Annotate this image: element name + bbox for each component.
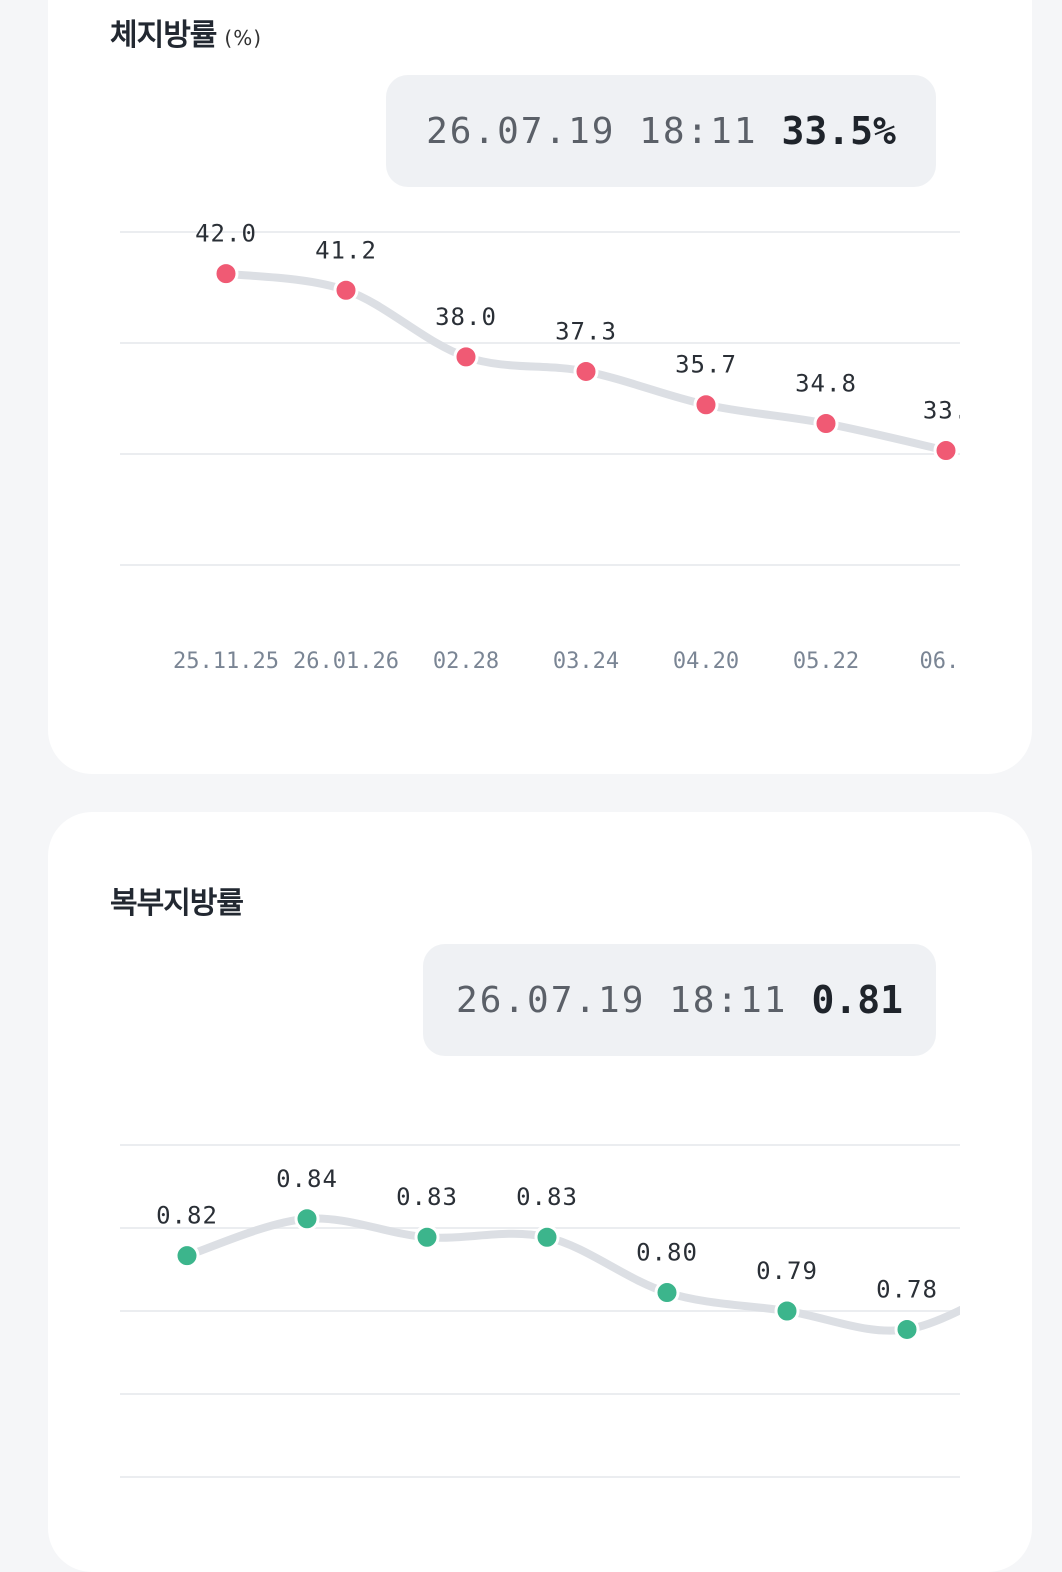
- body-fat-data-point[interactable]: [333, 277, 359, 303]
- abdominal-data-point[interactable]: [174, 1243, 200, 1269]
- body-fat-latest-pill[interactable]: 26.07.19 18:11 33.5%: [386, 75, 936, 187]
- abdominal-fat-title: 복부지방률: [110, 886, 244, 921]
- abdominal-latest-pill[interactable]: 26.07.19 18:11 0.81: [423, 944, 936, 1056]
- abdominal-plot-area: 0.82 0.84 0.83 0.83 0.80 0.79 0.78: [156, 1165, 1038, 1342]
- abdominal-data-label: 0.79: [756, 1257, 818, 1285]
- abdominal-data-label: 0.84: [276, 1165, 338, 1193]
- abdominal-latest-value: 0.81: [811, 978, 903, 1022]
- abdominal-data-label: 0.83: [516, 1183, 578, 1211]
- body-fat-x-tick-label: 04.20: [673, 649, 739, 674]
- body-fat-x-tick-label: 26.01.26: [293, 649, 399, 674]
- body-fat-data-label: 37.3: [555, 317, 617, 345]
- body-fat-data-point[interactable]: [573, 358, 599, 384]
- body-fat-data-label: 34.8: [795, 369, 857, 397]
- body-fat-card: 체지방률 (%) 26.07.19 18:11 33.5% 42.0 41.2 38.…: [48, 0, 1032, 774]
- body-fat-data-label: 33.: [923, 397, 969, 425]
- body-fat-latest-value: 33.5%: [781, 109, 896, 153]
- body-fat-data-point[interactable]: [933, 438, 959, 464]
- abdominal-data-point[interactable]: [894, 1316, 920, 1342]
- body-fat-data-label: 41.2: [315, 236, 377, 264]
- body-fat-title: 체지방률 (%): [110, 18, 263, 53]
- body-fat-data-point[interactable]: [693, 392, 719, 418]
- body-fat-data-point[interactable]: [453, 344, 479, 370]
- abdominal-series-line: [183, 1214, 960, 1335]
- body-fat-data-label: 38.0: [435, 303, 497, 331]
- abdominal-data-point[interactable]: [1016, 1263, 1038, 1285]
- abdominal-data-point[interactable]: [294, 1206, 320, 1232]
- abdominal-data-point[interactable]: [774, 1298, 800, 1324]
- abdominal-fat-card: 복부지방률 26.07.19 18:11 0.81 0.82 0.84 0.83 0.…: [48, 812, 1032, 1572]
- body-fat-unit: (%): [224, 26, 263, 50]
- body-fat-x-tick-label: 06.2: [920, 649, 973, 674]
- abdominal-data-point[interactable]: [414, 1224, 440, 1250]
- body-fat-x-tick-label: 03.24: [553, 649, 619, 674]
- abdominal-data-point[interactable]: [534, 1224, 560, 1250]
- body-fat-data-point[interactable]: [213, 261, 239, 287]
- body-fat-x-tick-label: 05.22: [793, 649, 859, 674]
- body-fat-chart[interactable]: 42.0 41.2 38.0 37.3 35.7 34.8 33. 25.11.25 26.01…: [48, 0, 1032, 720]
- abdominal-data-label: 0.78: [876, 1275, 938, 1303]
- body-fat-data-label: 35.7: [675, 351, 737, 379]
- body-fat-x-tick-label: 25.11.25: [173, 649, 279, 674]
- body-fat-x-tick-label: 02.28: [433, 649, 499, 674]
- body-fat-data-label: 42.0: [195, 220, 257, 248]
- abdominal-fat-chart[interactable]: 0.82 0.84 0.83 0.83 0.80 0.79 0.78: [48, 812, 1032, 1572]
- body-fat-latest-time: 26.07.19 18:11: [426, 110, 758, 152]
- abdominal-data-label: 0.82: [156, 1202, 218, 1230]
- abdominal-data-label: 0.83: [396, 1183, 458, 1211]
- body-fat-plot-area: 42.0 41.2 38.0 37.3 35.7 34.8 33. 25.11.25 26.01…: [173, 220, 973, 674]
- abdominal-latest-time: 26.07.19 18:11: [456, 979, 788, 1021]
- abdominal-data-point[interactable]: [654, 1280, 680, 1306]
- abdominal-data-label: 0.80: [636, 1239, 698, 1267]
- body-fat-data-point[interactable]: [813, 410, 839, 436]
